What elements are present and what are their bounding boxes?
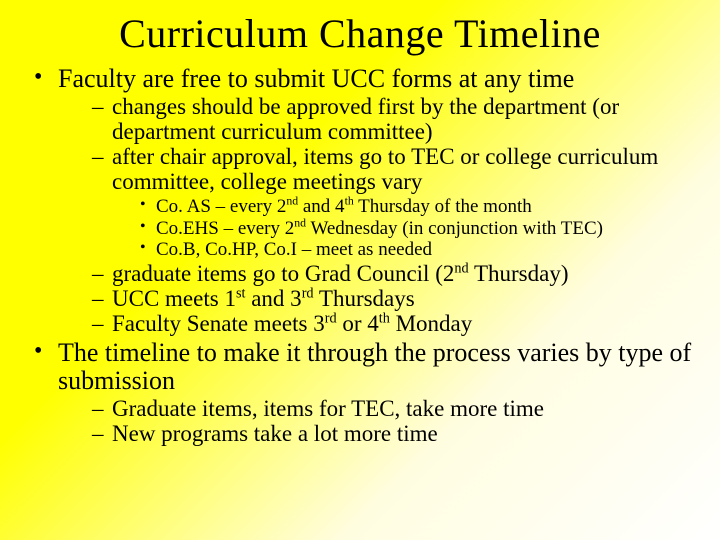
bullet-text: Co.B, Co.HP, Co.I – meet as needed [156,239,432,260]
slide: Curriculum Change Timeline Faculty are f… [0,0,720,540]
bullet-text: Co. AS – every 2nd and 4th Thursday of t… [156,196,532,217]
bullet-list-level1: Faculty are free to submit UCC forms at … [28,65,692,446]
bullet-item: Co. AS – every 2nd and 4th Thursday of t… [140,196,692,217]
slide-title: Curriculum Change Timeline [28,10,692,57]
bullet-item: The timeline to make it through the proc… [32,339,692,447]
bullet-item: after chair approval, items go to TEC or… [92,145,692,260]
bullet-text: Faculty are free to submit UCC forms at … [58,64,574,93]
bullet-item: Co.B, Co.HP, Co.I – meet as needed [140,239,692,260]
bullet-text: Co.EHS – every 2nd Wednesday (in conjunc… [156,218,603,239]
bullet-text: UCC meets 1st and 3rd Thursdays [112,286,415,311]
bullet-item: Graduate items, items for TEC, take more… [92,397,692,422]
bullet-list-level3: Co. AS – every 2nd and 4th Thursday of t… [112,196,692,260]
bullet-item: Faculty are free to submit UCC forms at … [32,65,692,337]
bullet-item: New programs take a lot more time [92,422,692,447]
bullet-list-level2: Graduate items, items for TEC, take more… [58,397,692,447]
bullet-item: graduate items go to Grad Council (2nd T… [92,262,692,287]
bullet-text: changes should be approved first by the … [112,94,619,144]
bullet-text: The timeline to make it through the proc… [58,338,691,395]
bullet-item: changes should be approved first by the … [92,95,692,145]
bullet-text: after chair approval, items go to TEC or… [112,144,658,194]
bullet-text: New programs take a lot more time [112,421,438,446]
bullet-text: graduate items go to Grad Council (2nd T… [112,261,569,286]
bullet-text: Graduate items, items for TEC, take more… [112,396,544,421]
bullet-text: Faculty Senate meets 3rd or 4th Monday [112,311,472,336]
bullet-item: Co.EHS – every 2nd Wednesday (in conjunc… [140,218,692,239]
bullet-list-level2: changes should be approved first by the … [58,95,692,337]
bullet-item: Faculty Senate meets 3rd or 4th Monday [92,312,692,337]
bullet-item: UCC meets 1st and 3rd Thursdays [92,287,692,312]
